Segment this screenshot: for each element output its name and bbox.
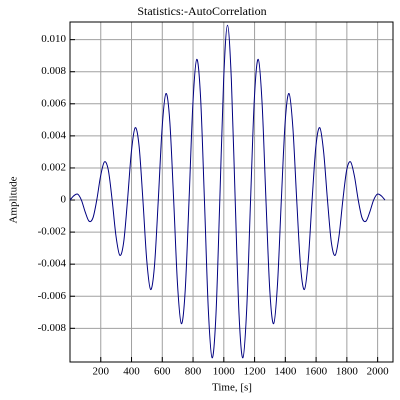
x-tick-label: 1800 xyxy=(336,366,359,378)
y-axis-label: Amplitude xyxy=(8,176,20,223)
x-axis-label: Time, [s] xyxy=(212,382,252,394)
y-tick-label: 0.004 xyxy=(41,129,66,141)
y-tick-label: 0 xyxy=(61,194,67,206)
y-tick-label: -0.002 xyxy=(38,226,66,238)
y-tick-label: 0.008 xyxy=(41,65,66,77)
data-line xyxy=(69,24,386,359)
y-tick-label: -0.006 xyxy=(38,290,67,302)
x-tick-label: 200 xyxy=(93,366,110,378)
y-tick-label: 0.002 xyxy=(41,161,66,173)
x-tick-label: 400 xyxy=(123,366,140,378)
x-tick-label: 1200 xyxy=(244,366,267,378)
y-tick-label: -0.008 xyxy=(38,322,67,334)
y-tick-label: -0.004 xyxy=(38,258,67,270)
x-tick-label: 2000 xyxy=(367,366,390,378)
chart-title: Statistics:-AutoCorrelation xyxy=(137,4,266,18)
y-tick-label: 0.010 xyxy=(41,33,66,45)
x-tick-label: 1000 xyxy=(213,366,236,378)
x-tick-label: 800 xyxy=(185,366,202,378)
x-tick-label: 1400 xyxy=(274,366,297,378)
x-tick-label: 1600 xyxy=(305,366,328,378)
plot-frame xyxy=(69,21,394,363)
y-tick-label: 0.006 xyxy=(41,97,66,109)
x-tick-label: 600 xyxy=(154,366,171,378)
